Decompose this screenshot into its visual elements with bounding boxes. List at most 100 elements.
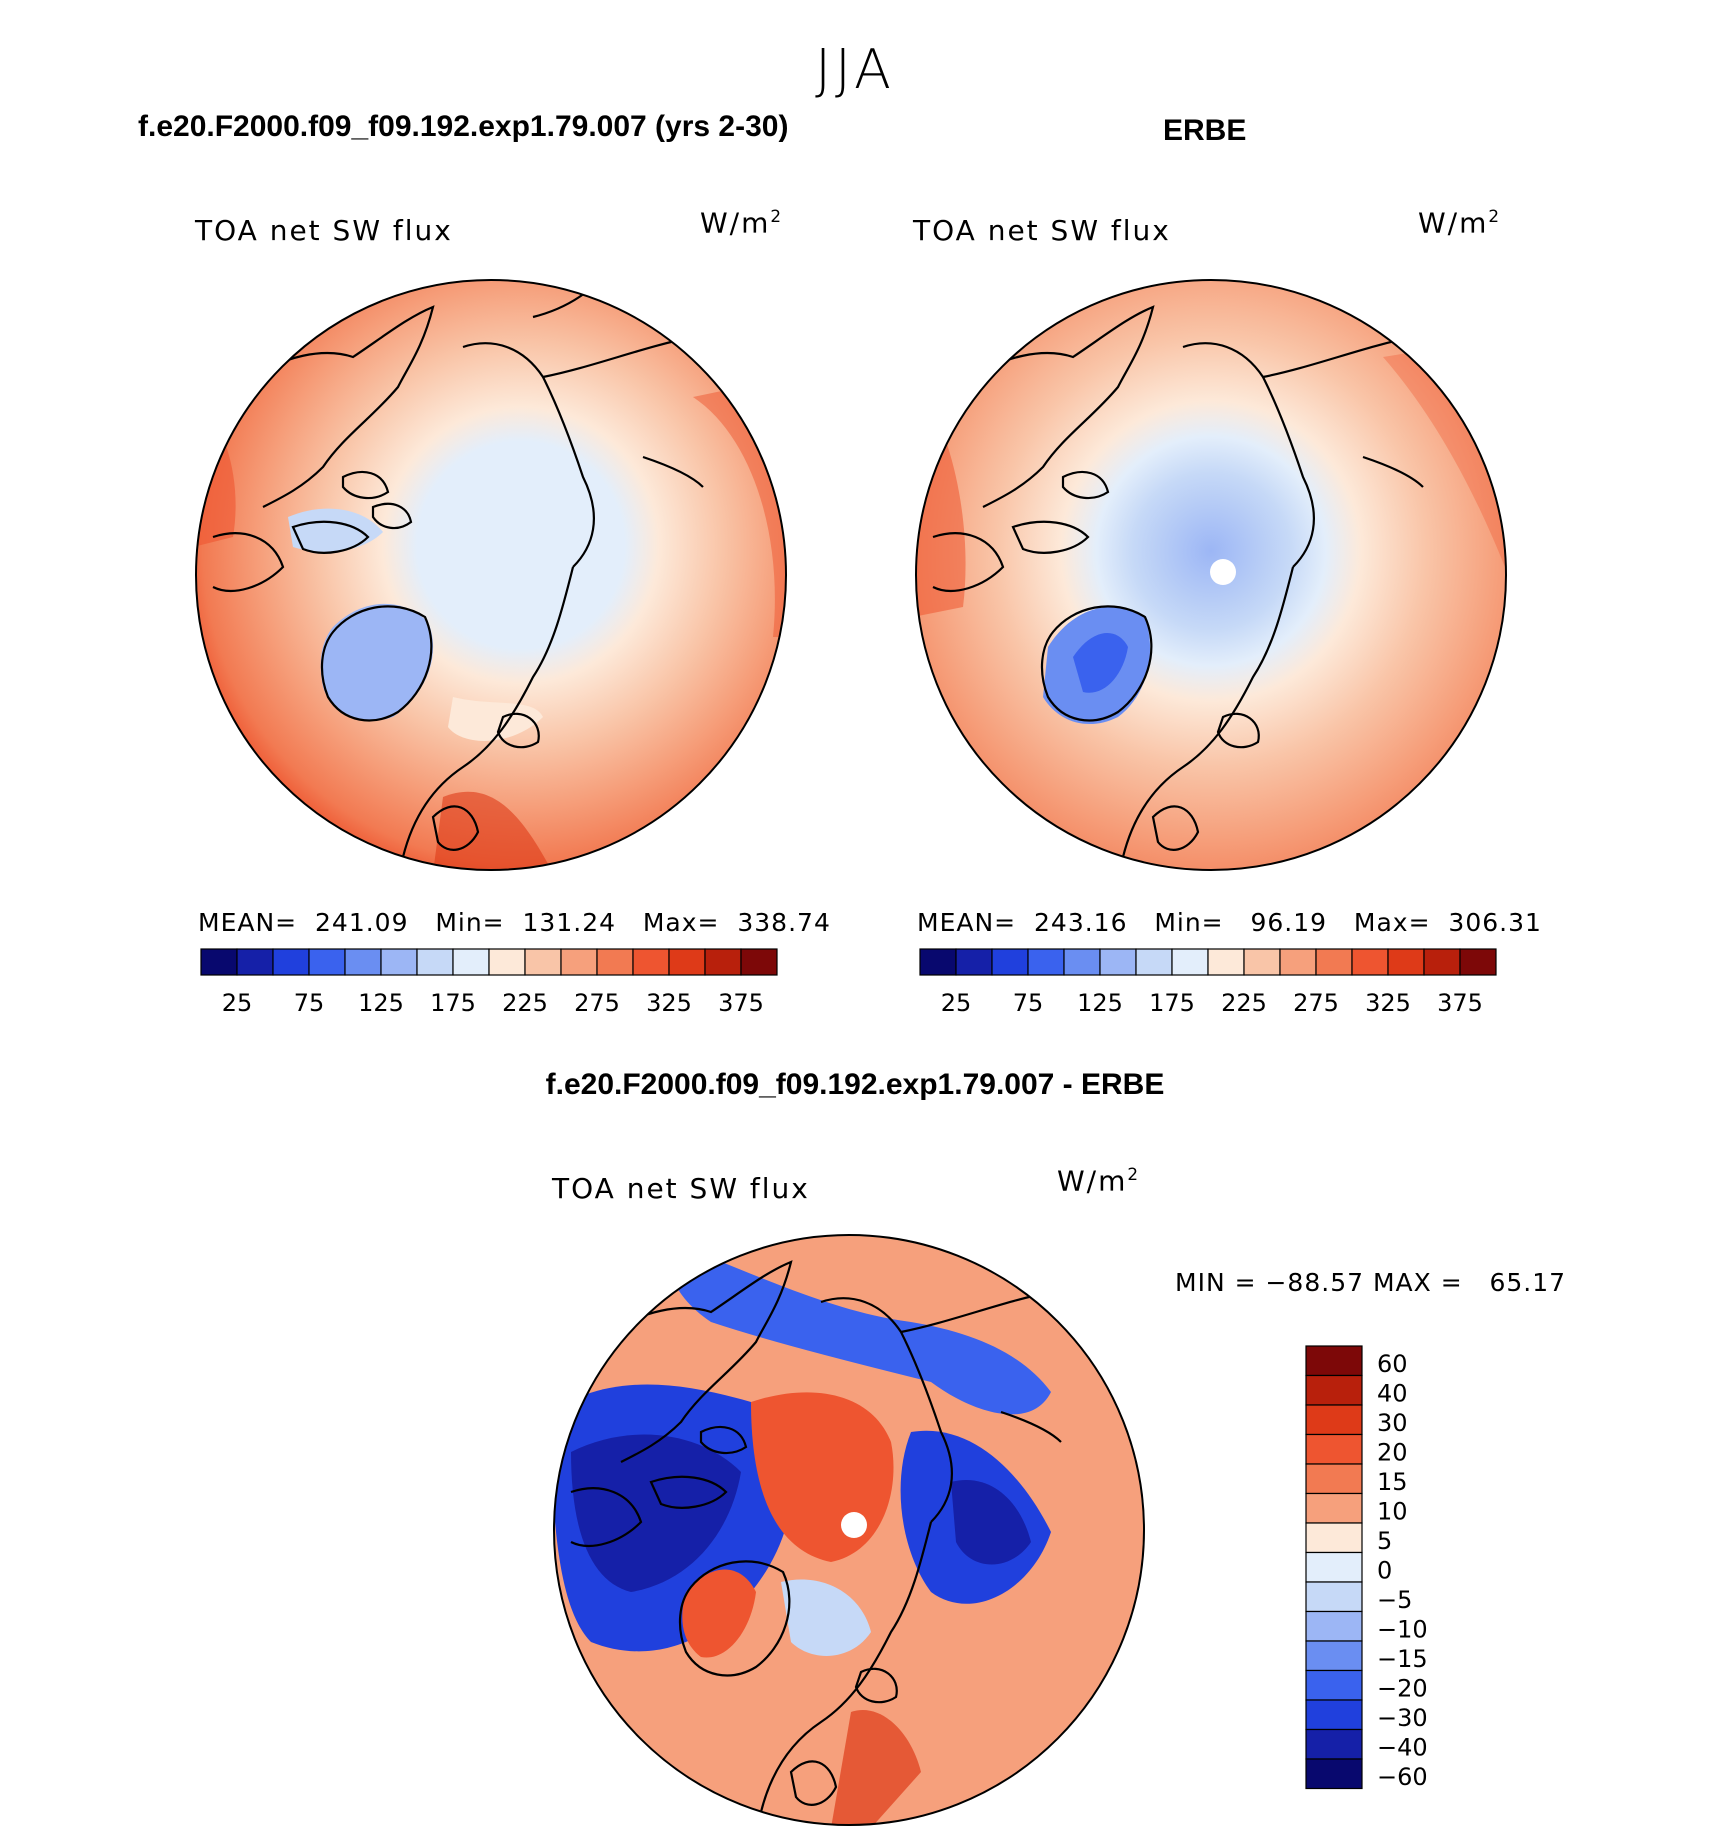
colorbar-tick-label: 375 [718,989,764,1017]
colorbar-swatch [1171,948,1209,976]
model-variable-label: TOA net SW flux [195,214,453,247]
map-shading [196,280,786,870]
colorbar-tick-label: 10 [1377,1497,1408,1525]
colorbar-swatch [596,948,634,976]
greenland-core-shading [1073,633,1128,693]
pole-missing-data [841,1512,867,1538]
colorbar-tick-label: 375 [1437,989,1483,1017]
model-polar-map [195,279,787,871]
colorbar-tick-label: 325 [646,989,692,1017]
colorbar-tick-label: 40 [1377,1379,1408,1407]
colorbar-swatch [1099,948,1137,976]
edge-shading [916,377,966,617]
colorbar-swatch [1351,948,1389,976]
colorbar-swatch [308,948,346,976]
colorbar-tick-label: 30 [1377,1409,1408,1437]
colorbar-swatch [1305,1345,1363,1377]
colorbar-tick-label: 25 [941,989,972,1017]
colorbar-swatch [1315,948,1353,976]
colorbar-swatch [1305,1492,1363,1524]
colorbar-swatch [1305,1551,1363,1583]
season-title: JJA [815,38,895,101]
colorbar-swatch [919,948,957,976]
colorbar-swatch [1305,1699,1363,1731]
europe-shading [433,791,553,870]
colorbar-tick-label: −30 [1377,1704,1428,1732]
colorbar-tick-label: −20 [1377,1674,1428,1702]
colorbar-swatch [1207,948,1245,976]
diff-stats: MIN = −88.57 MAX = 65.17 [1175,1268,1567,1297]
colorbar-tick-label: 15 [1377,1468,1408,1496]
colorbar-swatch [1305,1610,1363,1642]
archipelago-shading [288,508,383,552]
colorbar-swatch [488,948,526,976]
colorbar-swatch [1063,948,1101,976]
colorbar-swatch [668,948,706,976]
atlantic-shading [448,697,543,741]
obs-variable-label: TOA net SW flux [913,214,1171,247]
colorbar-tick-label: 75 [294,989,325,1017]
colorbar-tick-label: −5 [1377,1586,1412,1614]
atlantic-negative-shading [781,1579,871,1656]
colorbar-swatch [1305,1522,1363,1554]
colorbar-swatch [740,948,778,976]
colorbar-swatch [1027,948,1065,976]
colorbar-tick-label: 225 [1221,989,1267,1017]
colorbar-tick-label: 325 [1365,989,1411,1017]
colorbar-swatch [1305,1640,1363,1672]
colorbar-swatch [524,948,562,976]
greenland-shading [320,603,434,721]
colorbar-tick-label: 275 [574,989,620,1017]
colorbar-swatch [1423,948,1461,976]
colorbar-swatch [955,948,993,976]
obs-stats: MEAN= 243.16 Min= 96.19 Max= 306.31 [917,908,1542,937]
colorbar-tick-label: 20 [1377,1438,1408,1466]
pole-missing-data [1210,559,1236,585]
colorbar-tick-label: 75 [1013,989,1044,1017]
colorbar-swatch [632,948,670,976]
colorbar-swatch [1305,1728,1363,1760]
model-panel-title: f.e20.F2000.f09_f09.192.exp1.79.007 (yrs… [138,110,789,143]
colorbar-swatch [1305,1463,1363,1495]
colorbar-swatch [1459,948,1497,976]
colorbar-swatch [272,948,310,976]
colorbar-tick-label: −40 [1377,1733,1428,1761]
colorbar-tick-label: 25 [222,989,253,1017]
colorbar-swatch [1305,1433,1363,1465]
diff-units-label: W/m2 [1057,1164,1141,1198]
siberia-negative-shading [668,1242,1051,1415]
europe-positive-shading [831,1710,921,1825]
colorbar-swatch [704,948,742,976]
obs-colorbar: 25 75 125 175 225 275 325 375 [919,948,1497,1017]
colorbar-swatch [560,948,598,976]
difference-polar-map [553,1234,1145,1826]
colorbar-swatch [1305,1404,1363,1436]
colorbar-tick-label: 0 [1377,1556,1392,1584]
coastlines [932,305,1424,858]
colorbar-swatch [200,948,238,976]
colorbar-swatch [452,948,490,976]
colorbar-tick-label: 5 [1377,1527,1392,1555]
colorbar-tick-label: 175 [1149,989,1195,1017]
canada-negative-core [571,1434,741,1592]
colorbar-swatch [1243,948,1281,976]
colorbar-swatch [344,948,382,976]
obs-units-label: W/m2 [1418,206,1502,240]
colorbar-swatch [1305,1758,1363,1790]
colorbar-swatch [236,948,274,976]
colorbar-tick-label: 225 [502,989,548,1017]
obs-panel-title: ERBE [1163,114,1247,147]
colorbar-swatch [991,948,1029,976]
model-stats: MEAN= 241.09 Min= 131.24 Max= 338.74 [198,908,831,937]
diff-variable-label: TOA net SW flux [552,1172,810,1205]
coastlines [570,1260,1062,1813]
colorbar-swatch [1305,1669,1363,1701]
colorbar-tick-label: −60 [1377,1763,1428,1791]
obs-polar-map [915,279,1507,871]
colorbar-swatch [1135,948,1173,976]
colorbar-tick-label: 125 [1077,989,1123,1017]
difference-title: f.e20.F2000.f09_f09.192.exp1.79.007 - ER… [545,1068,1165,1101]
colorbar-swatch [380,948,418,976]
model-colorbar: 25 75 125 175 225 275 325 375 [200,948,778,1017]
